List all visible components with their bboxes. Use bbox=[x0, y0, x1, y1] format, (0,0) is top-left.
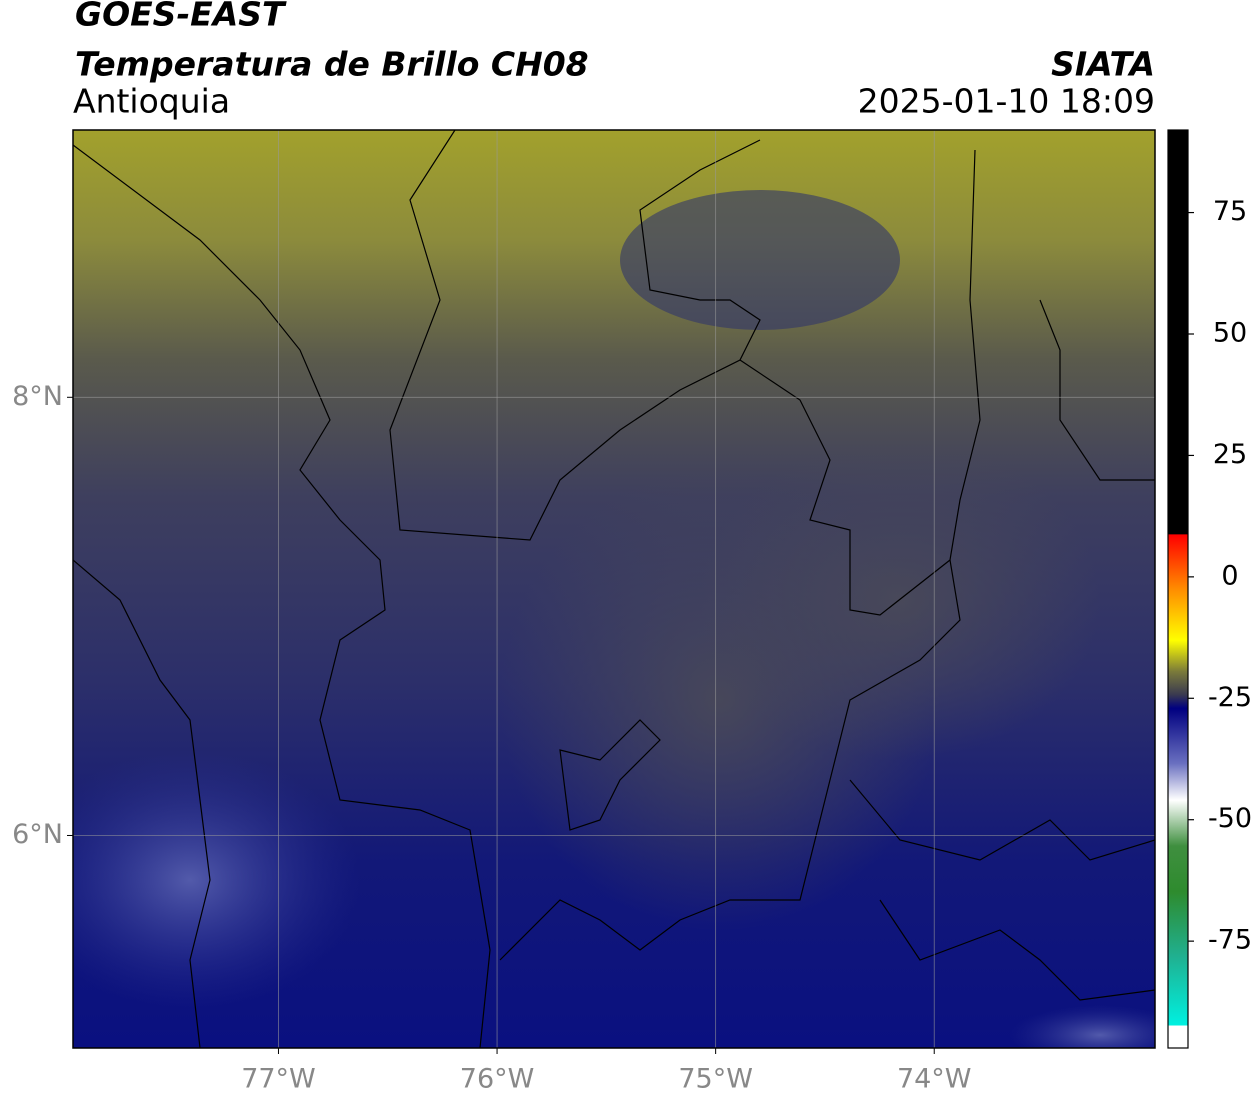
lat-label: 8°N bbox=[12, 381, 63, 412]
lon-label: 75°W bbox=[678, 1064, 753, 1095]
border bbox=[849, 779, 1155, 861]
colorbar-tick-label: -75 bbox=[1208, 925, 1252, 956]
colorbar-tick-label: 0 bbox=[1221, 560, 1238, 591]
colorbar-tick-label: -50 bbox=[1208, 803, 1252, 834]
border bbox=[389, 130, 761, 541]
border bbox=[499, 559, 961, 961]
map-frame bbox=[72, 129, 1156, 1049]
colorbar-ticks: 75 50 25 0 -25 -50 -75 bbox=[1188, 196, 1252, 956]
cloud-field bbox=[1010, 1005, 1155, 1048]
lat-label: 6°N bbox=[12, 819, 63, 850]
source: SIATA bbox=[1051, 45, 1155, 84]
subtitle: Temperatura de Brillo CH08 bbox=[75, 45, 589, 84]
border bbox=[739, 149, 981, 616]
graticule: 77°W 76°W 75°W 74°W 8°N 6°N bbox=[12, 130, 1155, 1095]
lon-label: 74°W bbox=[897, 1064, 972, 1095]
region: Antioquia bbox=[73, 82, 230, 121]
border bbox=[73, 559, 211, 1048]
title: GOES-EAST bbox=[75, 0, 287, 34]
lon-label: 76°W bbox=[460, 1064, 535, 1095]
colorbar-tick-label: -25 bbox=[1208, 682, 1252, 713]
border bbox=[879, 899, 1155, 1001]
cloud-field bbox=[73, 750, 360, 1010]
colorbar-tick-label: 50 bbox=[1213, 318, 1247, 349]
colorbar bbox=[1167, 129, 1189, 1049]
border bbox=[559, 719, 661, 831]
lon-label: 77°W bbox=[241, 1064, 316, 1095]
colorbar-tick-label: 75 bbox=[1213, 196, 1247, 227]
border bbox=[73, 144, 491, 1048]
colorbar-tick-label: 25 bbox=[1213, 439, 1247, 470]
map bbox=[73, 130, 1155, 1048]
datetime: 2025-01-10 18:09 bbox=[858, 82, 1155, 121]
border bbox=[1039, 299, 1155, 481]
cloud-field bbox=[620, 190, 900, 330]
